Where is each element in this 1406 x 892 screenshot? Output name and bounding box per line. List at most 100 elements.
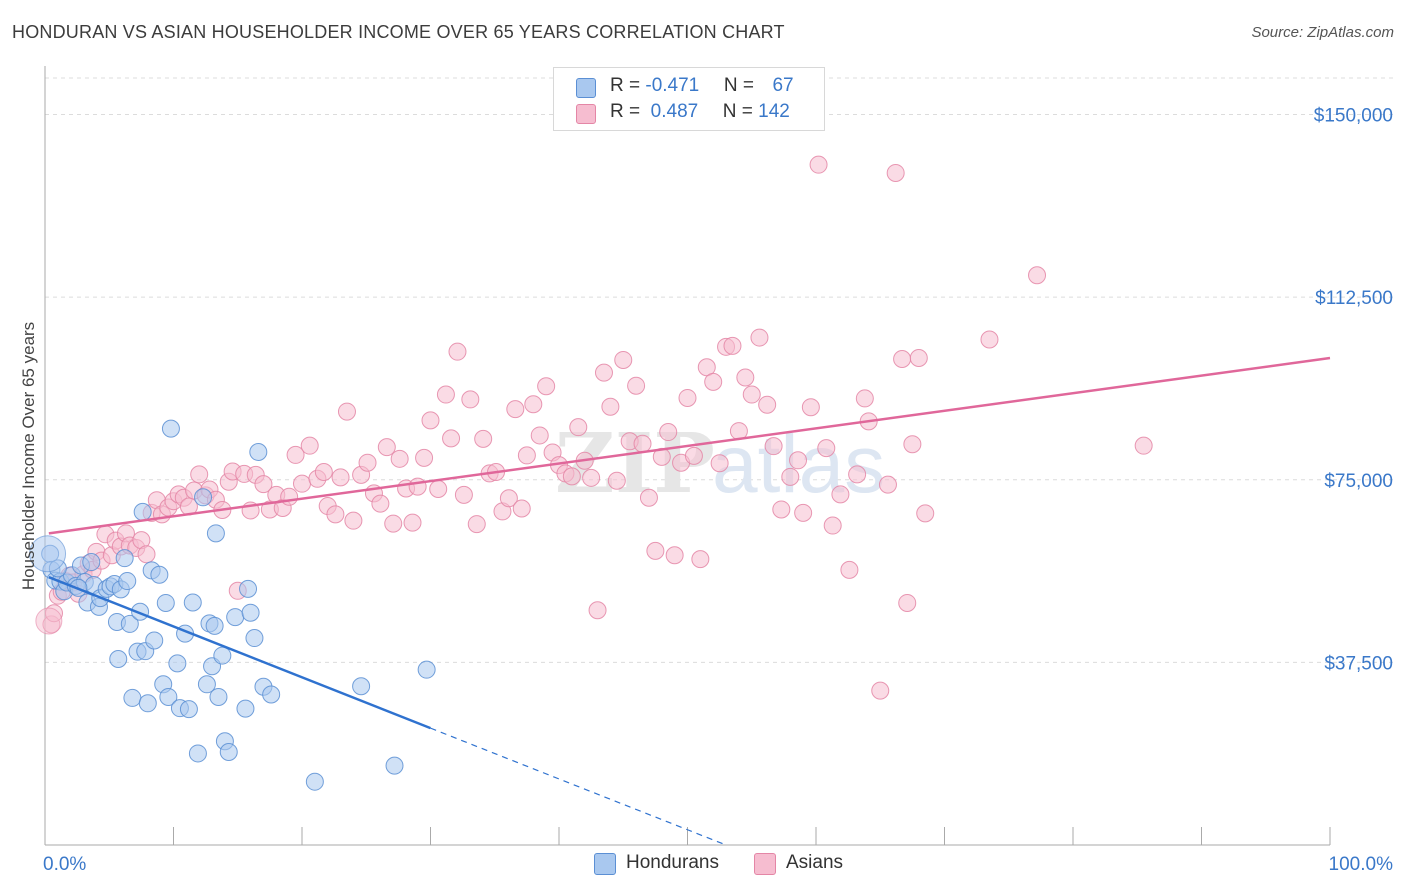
y-tick-label: $112,500	[1315, 288, 1393, 309]
asian-point	[384, 514, 403, 533]
asian-point	[390, 449, 409, 468]
asian-point	[750, 328, 769, 347]
asian-point	[377, 438, 396, 457]
hondurans-legend-label: Hondurans	[626, 852, 719, 873]
asian-point	[633, 434, 652, 453]
x-tick-label-max: 100.0%	[1329, 854, 1394, 875]
asian-point	[886, 163, 905, 182]
asian-point	[300, 436, 319, 455]
honduran-point	[385, 756, 404, 775]
asian-point	[594, 363, 613, 382]
honduran-point	[417, 660, 436, 679]
asian-point	[569, 418, 588, 437]
hondurans-trend-extension	[430, 727, 727, 846]
asian-point	[855, 389, 874, 408]
data-points	[29, 155, 1153, 791]
honduran-point	[219, 742, 238, 761]
asian-point	[684, 446, 703, 465]
asian-point	[848, 465, 867, 484]
asian-point	[823, 516, 842, 535]
hondurans-r-value: -0.471	[645, 75, 700, 96]
asians-n-value: 142	[758, 101, 790, 122]
asians-r-value: 0.487	[645, 101, 699, 122]
asian-point	[772, 500, 791, 519]
asian-point	[831, 485, 850, 504]
asian-point	[794, 503, 813, 522]
asians-trend-line	[48, 356, 1331, 535]
honduran-point	[206, 524, 225, 543]
honduran-point	[118, 572, 137, 591]
asian-point	[704, 372, 723, 391]
asian-point	[429, 480, 448, 499]
asian-point	[314, 462, 333, 481]
honduran-point	[197, 675, 216, 694]
asians-legend-label: Asians	[786, 852, 844, 873]
asian-point	[607, 471, 626, 490]
asian-point	[403, 513, 422, 532]
asian-point	[524, 395, 543, 414]
hondurans-swatch	[576, 78, 596, 98]
asian-point	[454, 485, 473, 504]
asian-point	[293, 474, 311, 493]
honduran-point	[168, 654, 187, 673]
asian-point	[736, 368, 755, 387]
asian-point	[499, 489, 518, 508]
honduran-point	[133, 502, 152, 521]
asian-point-large	[35, 607, 63, 635]
asian-point	[408, 477, 427, 496]
tick-labels: $37,500 $75,000 $112,500 $150,000 0.0% 100.0%	[43, 106, 1393, 875]
asian-point	[691, 550, 710, 569]
asian-point	[840, 560, 859, 579]
asian-point	[639, 488, 658, 507]
asian-point	[421, 411, 440, 430]
asian-point	[723, 336, 742, 355]
asian-point	[646, 541, 665, 560]
asian-point	[371, 494, 390, 513]
asian-point	[337, 402, 356, 421]
asian-point	[280, 487, 299, 506]
honduran-point	[161, 419, 180, 438]
asian-point	[1134, 436, 1153, 455]
hondurans-n-value: 67	[772, 75, 794, 96]
honduran-point	[241, 603, 260, 622]
asian-point	[665, 546, 684, 565]
asian-point	[467, 515, 486, 534]
honduran-point	[183, 593, 202, 612]
asians-legend-swatch	[754, 853, 776, 875]
honduran-point	[150, 565, 169, 584]
asians-swatch	[576, 104, 596, 124]
asian-point	[916, 504, 935, 523]
asian-point	[517, 446, 536, 465]
honduran-point	[159, 687, 178, 706]
y-tick-label: $150,000	[1314, 106, 1393, 127]
asian-point	[801, 398, 820, 417]
hondurans-r-label: R =	[610, 75, 646, 96]
asian-point	[190, 465, 209, 484]
honduran-point	[120, 614, 139, 633]
asian-point	[758, 395, 777, 414]
asian-point	[764, 437, 783, 456]
asian-point	[710, 454, 729, 473]
honduran-point	[109, 649, 128, 668]
chart-title: HONDURAN VS ASIAN HOUSEHOLDER INCOME OVE…	[12, 22, 785, 42]
asian-point	[903, 435, 922, 454]
honduran-point	[352, 677, 371, 696]
honduran-point	[262, 685, 281, 704]
honduran-point	[213, 646, 232, 665]
honduran-point	[245, 629, 264, 648]
asian-point	[678, 388, 697, 407]
gridlines	[45, 77, 1395, 663]
asian-point	[562, 467, 581, 486]
asian-point	[358, 453, 377, 472]
asian-point	[871, 681, 890, 700]
hondurans-trend-line	[48, 575, 431, 730]
asian-point	[781, 467, 800, 486]
axes	[44, 66, 1331, 846]
honduran-point-large	[29, 535, 67, 573]
asian-point	[627, 376, 646, 395]
asian-point	[601, 397, 620, 416]
asian-point	[344, 511, 363, 530]
honduran-point	[179, 700, 198, 719]
asian-point	[809, 155, 828, 174]
honduran-point	[145, 631, 164, 650]
